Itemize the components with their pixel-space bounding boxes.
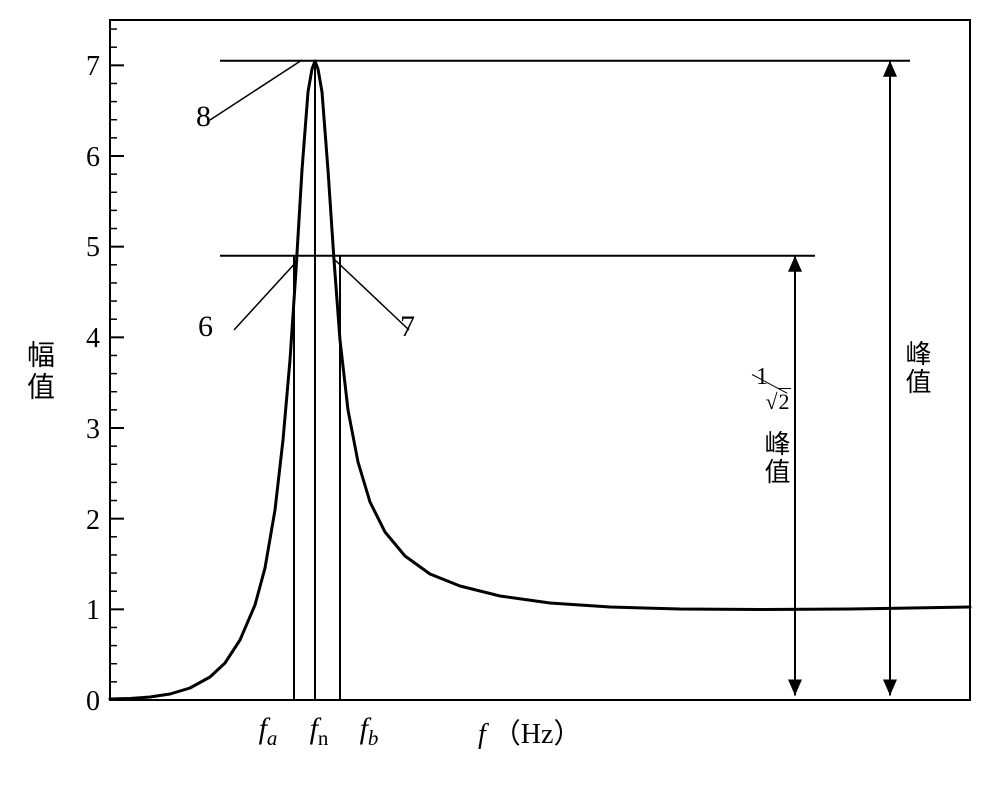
resonance-chart <box>0 0 1000 796</box>
callout-7: 7 <box>400 310 415 344</box>
ytick-7: 7 <box>70 51 100 83</box>
callout-8: 8 <box>196 100 211 134</box>
ytick-2: 2 <box>70 505 100 537</box>
x-axis-label: f （Hz） <box>478 712 581 752</box>
xtick-fb: fb <box>349 712 389 751</box>
xtick-fa: fa <box>248 712 288 751</box>
y-axis-label: 幅值 <box>18 340 58 404</box>
ytick-6: 6 <box>70 142 100 174</box>
peak-arrow-label: 峰值 <box>898 340 935 396</box>
ytick-1: 1 <box>70 595 100 627</box>
callout-6: 6 <box>198 310 213 344</box>
half-power-arrow-label: 峰值 <box>757 430 794 486</box>
ytick-3: 3 <box>70 414 100 446</box>
ytick-0: 0 <box>70 686 100 718</box>
half-power-fraction: 1 √2 <box>740 370 800 424</box>
ytick-4: 4 <box>70 323 100 355</box>
ytick-5: 5 <box>70 232 100 264</box>
xtick-fn: fn <box>299 712 339 751</box>
